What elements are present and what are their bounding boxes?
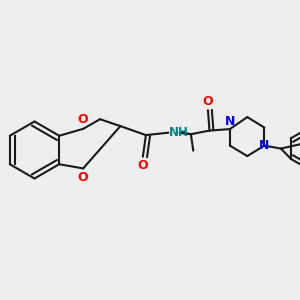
Text: O: O bbox=[138, 159, 148, 172]
Text: O: O bbox=[203, 95, 213, 108]
Text: O: O bbox=[78, 113, 88, 126]
Text: O: O bbox=[78, 171, 88, 184]
Text: N: N bbox=[225, 115, 235, 128]
Text: NH: NH bbox=[169, 126, 189, 139]
Text: N: N bbox=[259, 139, 270, 152]
